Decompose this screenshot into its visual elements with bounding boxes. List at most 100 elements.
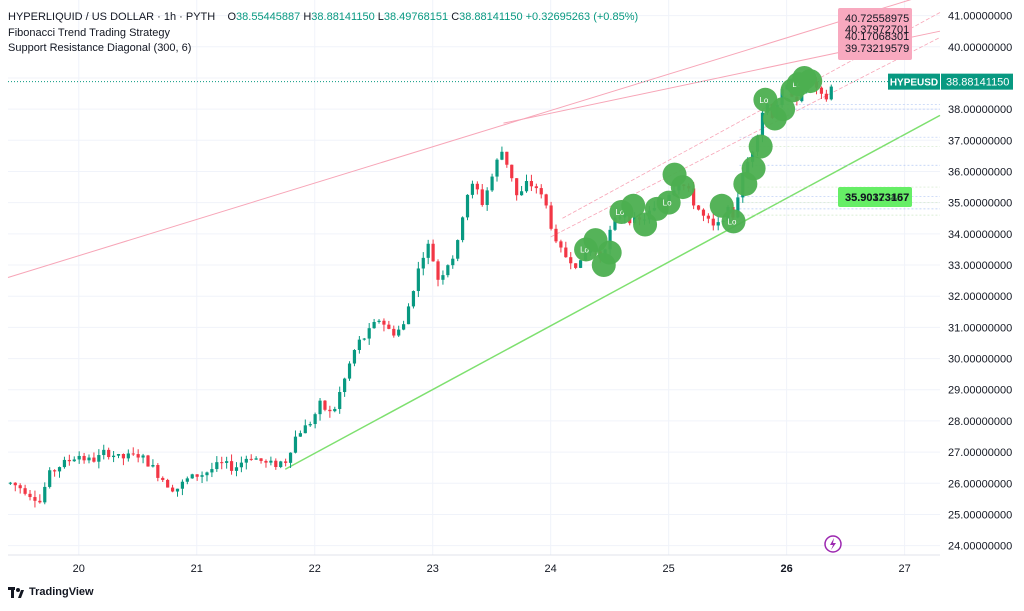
resistance-line [7, 0, 912, 278]
candle-body [234, 467, 239, 471]
candle-body [274, 460, 278, 468]
candle-body [38, 500, 42, 503]
y-tick-label: 35.00000000 [948, 198, 1012, 210]
candle-body [298, 433, 302, 437]
candle-body [161, 477, 165, 480]
lightning-icon-bolt [830, 538, 836, 550]
candle-body [97, 455, 101, 462]
last-price-tag-box [941, 73, 1013, 90]
candle-body [92, 457, 96, 462]
candle-body [608, 229, 612, 250]
candle-body [534, 186, 538, 189]
fib-upper-label-box [838, 8, 912, 60]
candle-body [387, 324, 391, 329]
candle-body [819, 87, 824, 94]
candle-body [195, 474, 199, 477]
fib-marker [798, 69, 823, 94]
candle-body [706, 215, 710, 219]
candle-body [318, 400, 322, 415]
candle-body [372, 321, 376, 329]
support-label: 35.90123457 [845, 192, 909, 204]
symbol-tag-box [888, 73, 940, 90]
candle-body [225, 461, 229, 463]
candle-body [72, 459, 76, 462]
y-tick-label: 36.00000000 [948, 166, 1012, 178]
candle-body [220, 462, 224, 464]
x-tick-label: 27 [898, 563, 910, 575]
candle-body [578, 260, 583, 268]
x-tick-label: 20 [73, 563, 85, 575]
fib-marker-text: Lo [615, 208, 624, 217]
candle-body [549, 205, 553, 229]
open-value: 38.55445887 [236, 11, 301, 23]
candle-body [102, 449, 106, 456]
tradingview-logo[interactable]: TradingView [8, 586, 94, 598]
candle-body [323, 400, 327, 410]
candle-body [8, 482, 12, 484]
candle-body [87, 457, 91, 461]
candle-body [121, 454, 126, 459]
candle-body [357, 339, 361, 351]
candle-body [62, 459, 67, 468]
fib-marker [621, 193, 646, 218]
fib-upper-label: 40.37972701 [845, 24, 909, 36]
candle-body [411, 291, 416, 307]
y-tick-label: 32.00000000 [948, 291, 1012, 303]
fib-upper-label: 40.72558975 [845, 13, 909, 25]
candle-body [254, 458, 258, 460]
candle-body [126, 453, 130, 459]
candle-body [613, 217, 617, 230]
symbol-header[interactable]: HYPERLIQUID / US DOLLAR · 1h · PYTH O38.… [8, 10, 638, 24]
axis-labels: 40.7255897540.3797270140.1706830139.7321… [824, 8, 1013, 553]
candle-body [48, 470, 52, 487]
candle-body [519, 191, 524, 196]
x-tick-label: 26 [781, 563, 793, 575]
candle-body [515, 178, 519, 196]
indicator-legend-support-resistance[interactable]: Support Resistance Diagonal (300, 6) [8, 42, 192, 54]
fib-marker-text: Lo [759, 96, 768, 105]
candle-body [205, 472, 209, 476]
symbol-title: HYPERLIQUID / US DOLLAR · 1h · PYTH [8, 11, 216, 23]
candle-body [564, 247, 568, 258]
candle-body [107, 449, 111, 458]
candle-body [288, 452, 293, 463]
candle-body [367, 328, 371, 339]
x-tick-label: 21 [191, 563, 203, 575]
candle-body [470, 183, 475, 195]
candle-body [510, 164, 514, 179]
candle-body [490, 176, 494, 191]
candle-body [431, 243, 435, 262]
candle-body [185, 478, 189, 482]
candle-body [116, 454, 121, 456]
symbol-tag: HYPEUSD [890, 78, 938, 89]
tradingview-logo-icon [8, 586, 24, 598]
candle-body [200, 475, 204, 477]
candle-body [136, 454, 140, 458]
candle-body [141, 455, 145, 458]
candle-body [284, 461, 288, 463]
fib-marker [597, 240, 622, 265]
fib-signal-markers: LoLoLoLoLoLo [574, 65, 823, 278]
candle-body [456, 240, 460, 259]
candle-body [338, 392, 342, 409]
candle-body [475, 183, 479, 190]
candle-body [574, 263, 578, 268]
candle-body [151, 465, 155, 467]
candle-body [716, 222, 720, 226]
fib-marker-text: Lo [663, 199, 672, 208]
candle-body [328, 409, 332, 412]
x-tick-label: 24 [545, 563, 557, 575]
y-tick-label: 40.00000000 [948, 42, 1012, 54]
indicator-legend-fibonacci[interactable]: Fibonacci Trend Trading Strategy [8, 27, 171, 39]
candle-body [77, 455, 81, 460]
candle-body [426, 243, 430, 258]
candle-body [696, 205, 701, 210]
y-tick-label: 27.00000000 [948, 447, 1012, 459]
candle-body [180, 481, 185, 489]
candle-body [416, 268, 420, 292]
candle-body [23, 488, 27, 494]
time-axis: 20 21 22 23 24 25 26 27 [73, 563, 911, 575]
candle-body [244, 458, 248, 463]
candle-body [436, 261, 440, 280]
